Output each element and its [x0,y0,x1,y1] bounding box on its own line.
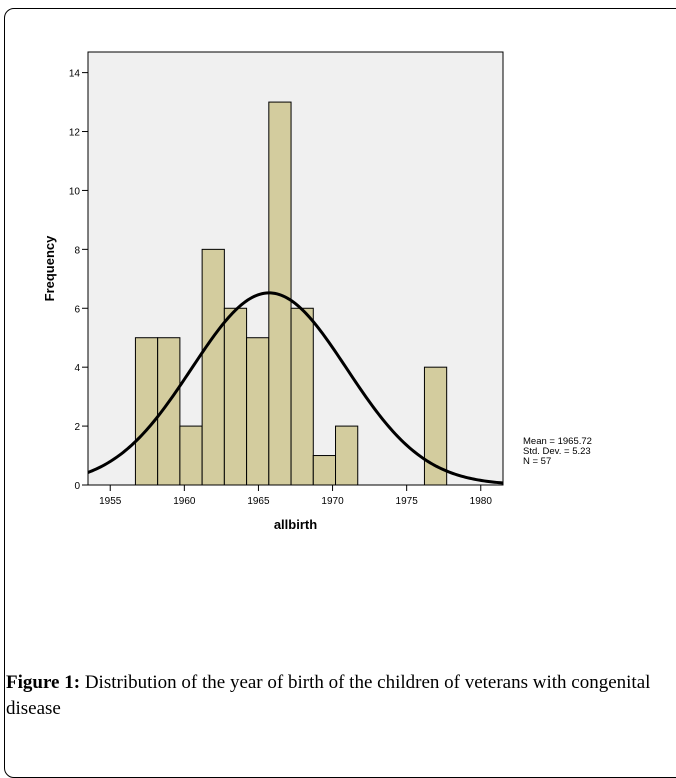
y-tick-label: 8 [74,245,80,256]
bars-group [134,101,448,486]
caption-text: Distribution of the year of birth of the… [6,672,651,719]
histogram-bar [246,337,270,486]
y-tick-label: 2 [74,422,80,433]
x-tick-label: 1955 [99,496,122,507]
stats-line: N = 57 [523,456,551,467]
histogram-bar [423,366,448,486]
histogram-bar [201,248,225,486]
y-tick-label: 14 [69,69,81,80]
y-tick-label: 6 [74,304,80,315]
y-tick-label: 4 [74,363,80,374]
x-tick-label: 1960 [173,496,196,507]
axes-group: 0 2 4 6 8 10 12 14 1955 1960 1965 1970 1975 1980 [69,69,492,507]
stats-line: Std. Dev. = 5.23 [523,446,591,457]
histogram-bar [335,425,359,486]
figure-caption: Figure 1: Distribution of the year of bi… [6,670,668,722]
caption-label: Figure 1: [6,672,81,693]
y-axis-label: Frequency [42,235,57,302]
stats-line: Mean = 1965.72 [523,436,592,447]
histogram-bar [223,307,248,486]
x-tick-label: 1980 [470,496,493,507]
histogram-bar [179,425,203,486]
x-tick-label: 1970 [321,496,344,507]
y-tick-label: 12 [69,128,81,139]
histogram-bar [312,455,337,486]
histogram-chart: 0 2 4 6 8 10 12 14 1955 1960 1965 1970 1975 1980 allb… [42,51,592,532]
y-tick-label: 10 [69,186,81,197]
x-tick-label: 1975 [396,496,419,507]
histogram-bar [290,307,314,486]
x-axis-label: allbirth [274,517,317,532]
x-tick-label: 1965 [247,496,270,507]
normal-curve [87,291,504,485]
histogram-bar [134,337,159,486]
y-tick-label: 0 [74,481,80,492]
histogram-bar [157,337,181,486]
